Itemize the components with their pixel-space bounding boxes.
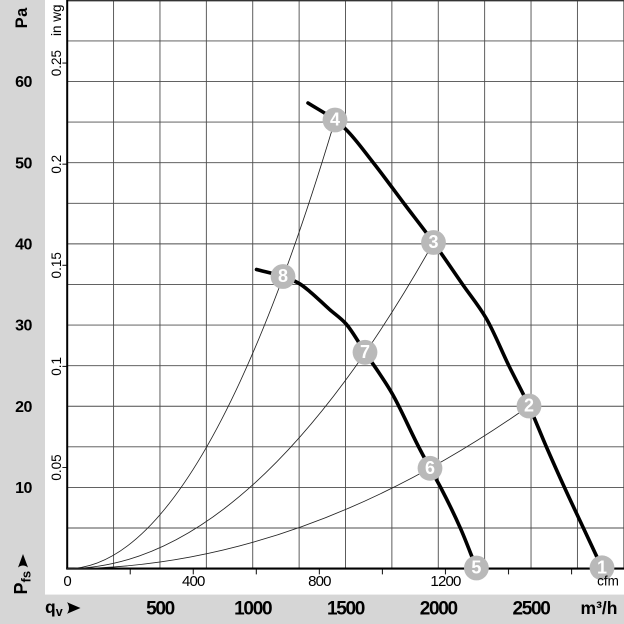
- svg-text:1000: 1000: [234, 599, 272, 620]
- svg-text:50: 50: [15, 155, 32, 172]
- svg-text:Pa: Pa: [13, 7, 31, 29]
- svg-text:1200: 1200: [430, 573, 461, 590]
- svg-text:20: 20: [15, 399, 32, 416]
- svg-text:2000: 2000: [420, 599, 458, 620]
- svg-text:4: 4: [330, 110, 340, 130]
- svg-text:30: 30: [15, 318, 32, 335]
- svg-text:8: 8: [278, 266, 288, 286]
- svg-text:m³/h: m³/h: [581, 598, 618, 618]
- svg-text:cfm: cfm: [597, 573, 619, 588]
- svg-text:6: 6: [425, 458, 435, 478]
- svg-text:500: 500: [146, 599, 175, 620]
- svg-text:40: 40: [15, 237, 32, 254]
- svg-text:800: 800: [308, 573, 331, 590]
- svg-text:0.2: 0.2: [49, 155, 64, 174]
- svg-text:0.25: 0.25: [49, 50, 64, 76]
- svg-text:7: 7: [360, 342, 370, 362]
- svg-text:3: 3: [428, 232, 438, 252]
- svg-text:2: 2: [524, 396, 534, 416]
- svg-text:0.15: 0.15: [49, 252, 64, 278]
- svg-text:400: 400: [182, 573, 205, 590]
- svg-text:in wg: in wg: [49, 4, 64, 36]
- svg-text:0: 0: [63, 573, 71, 590]
- svg-text:5: 5: [471, 558, 481, 578]
- svg-text:1500: 1500: [327, 599, 365, 620]
- svg-text:60: 60: [15, 74, 32, 91]
- svg-text:1: 1: [597, 558, 607, 578]
- svg-text:10: 10: [15, 480, 32, 497]
- svg-text:2500: 2500: [512, 599, 550, 620]
- svg-text:0.1: 0.1: [49, 357, 64, 376]
- svg-text:0.05: 0.05: [49, 454, 64, 480]
